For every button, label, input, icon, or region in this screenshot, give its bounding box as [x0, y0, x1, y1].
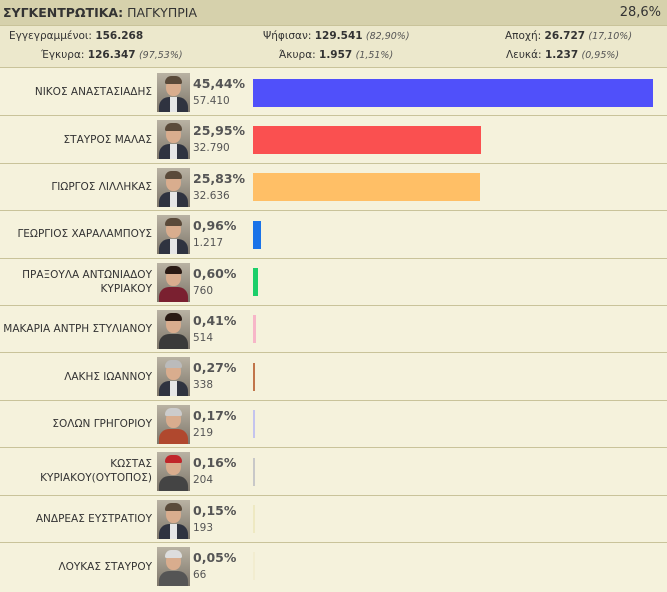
- candidate-row: ΠΡΑΞΟΥΛΑ ΑΝΤΩΝΙΑΔΟΥ ΚΥΡΙΑΚΟΥ 0,60% 760: [0, 258, 667, 306]
- candidate-photo: [157, 309, 190, 349]
- candidate-row: ΣΤΑΥΡΟΣ ΜΑΛΑΣ 25,95% 32.790: [0, 116, 667, 164]
- candidate-percent: 0,60%: [193, 265, 237, 281]
- candidate-votes: 32.790: [193, 142, 230, 155]
- candidate-votes: 193: [193, 521, 214, 534]
- stat-percent: (82,90%): [365, 31, 410, 42]
- stat-value: 1.237: [544, 49, 579, 61]
- candidate-bar: [253, 173, 480, 202]
- candidate-bar: [253, 410, 255, 439]
- candidate-votes: 338: [193, 379, 214, 392]
- candidate-bar: [253, 315, 256, 344]
- stat-percent: (97,53%): [138, 50, 183, 61]
- candidate-row: ΓΕΩΡΓΙΟΣ ΧΑΡΑΛΑΜΠΟΥΣ 0,96% 1.217: [0, 211, 667, 259]
- candidate-name: ΠΡΑΞΟΥΛΑ ΑΝΤΩΝΙΑΔΟΥ ΚΥΡΙΑΚΟΥ: [22, 268, 152, 295]
- candidate-name: ΑΝΔΡΕΑΣ ΕΥΣΤΡΑΤΙΟΥ: [35, 512, 152, 525]
- stat-percent: (0,95%): [581, 50, 620, 61]
- candidate-votes: 204: [193, 474, 214, 487]
- candidate-name: ΓΙΩΡΓΟΣ ΛΙΛΛΗΚΑΣ: [51, 180, 152, 193]
- stat-percent: (1,51%): [355, 50, 394, 61]
- candidate-bar: [253, 268, 258, 297]
- turnout-stats: Εγγεγραμμένοι: 156.268 Ψήφισαν: 129.541 …: [0, 26, 667, 68]
- candidate-photo: [157, 404, 190, 444]
- stat-label: Έγκυρα:: [41, 49, 85, 61]
- candidate-name: ΚΩΣΤΑΣ ΚΥΡΙΑΚΟΥ(ΟΥΤΟΠΟΣ): [40, 458, 152, 485]
- candidate-name: ΓΕΩΡΓΙΟΣ ΧΑΡΑΛΑΜΠΟΥΣ: [17, 228, 152, 241]
- candidate-photo: [157, 357, 190, 397]
- candidate-votes: 57.410: [193, 95, 230, 107]
- stat-label: Εγγεγραμμένοι:: [9, 30, 92, 42]
- candidate-row: ΛΑΚΗΣ ΙΩΑΝΝΟΥ 0,27% 338: [0, 353, 667, 401]
- candidate-photo: [157, 546, 190, 586]
- candidate-votes: 1.217: [193, 237, 224, 250]
- stat-value: 1.957: [319, 49, 353, 61]
- candidate-name: ΣΤΑΥΡΟΣ ΜΑΛΑΣ: [63, 133, 152, 146]
- header-title-region: ΠΑΓΚΥΠΡΙΑ: [123, 5, 197, 20]
- candidate-bar: [253, 78, 653, 107]
- candidate-row: ΜΑΚΑΡΙΑ ΑΝΤΡΗ ΣΤΥΛΙΑΝΟΥ 0,41% 514: [0, 305, 667, 354]
- counted-percent: 28,6%: [619, 5, 661, 20]
- candidate-name: ΝΙΚΟΣ ΑΝΑΣΤΑΣΙΑΔΗΣ: [34, 86, 152, 99]
- candidate-votes: 219: [193, 426, 214, 439]
- candidate-name: ΛΟΥΚΑΣ ΣΤΑΥΡΟΥ: [58, 560, 152, 573]
- stat-value: 126.347: [87, 49, 136, 61]
- stat-value: 129.541: [314, 30, 363, 42]
- candidate-percent: 0,27%: [193, 360, 237, 376]
- candidate-name: ΣΟΛΩΝ ΓΡΗΓΟΡΙΟΥ: [52, 417, 152, 430]
- candidate-bar: [253, 505, 255, 534]
- stat-percent: (17,10%): [588, 31, 633, 42]
- stat-abstention: Αποχή: 26.727 (17,10%): [505, 30, 632, 42]
- candidate-votes: 514: [193, 331, 214, 344]
- candidate-votes: 760: [193, 284, 214, 297]
- stat-label: Ψήφισαν:: [263, 30, 312, 42]
- candidate-row: ΚΩΣΤΑΣ ΚΥΡΙΑΚΟΥ(ΟΥΤΟΠΟΣ) 0,16% 204: [0, 448, 667, 496]
- candidate-percent: 0,05%: [193, 549, 237, 565]
- candidate-name: ΛΑΚΗΣ ΙΩΑΝΝΟΥ: [64, 370, 152, 383]
- candidate-photo: [157, 73, 190, 112]
- candidate-photo: [157, 167, 190, 207]
- candidate-photo: [157, 262, 190, 302]
- candidate-row: ΣΟΛΩΝ ΓΡΗΓΟΡΙΟΥ 0,17% 219: [0, 400, 667, 449]
- header-title: ΣΥΓΚΕΝΤΡΩΤΙΚΑ: ΠΑΓΚΥΠΡΙΑ: [3, 5, 197, 20]
- candidate-row: ΑΝΔΡΕΑΣ ΕΥΣΤΡΑΤΙΟΥ 0,15% 193: [0, 495, 667, 543]
- candidate-percent: 0,16%: [193, 455, 237, 471]
- candidate-photo: [157, 120, 190, 160]
- candidate-bar: [253, 552, 255, 581]
- candidate-bar: [253, 362, 255, 391]
- stat-value: 26.727: [544, 30, 586, 42]
- candidate-photo: [157, 499, 190, 539]
- stat-blank: Λευκά: 1.237 (0,95%): [506, 49, 619, 61]
- candidate-percent: 0,41%: [193, 312, 237, 328]
- candidate-photo: [157, 215, 190, 255]
- candidate-list: ΝΙΚΟΣ ΑΝΑΣΤΑΣΙΑΔΗΣ 45,44% 57.410 ΣΤΑΥΡΟΣ…: [0, 69, 667, 591]
- stat-label: Άκυρα:: [279, 49, 316, 61]
- candidate-row: ΛΟΥΚΑΣ ΣΤΑΥΡΟΥ 0,05% 66: [0, 542, 667, 591]
- header-title-bold: ΣΥΓΚΕΝΤΡΩΤΙΚΑ:: [3, 5, 124, 20]
- candidate-row: ΓΙΩΡΓΟΣ ΛΙΛΛΗΚΑΣ 25,83% 32.636: [0, 163, 667, 212]
- candidate-row: ΝΙΚΟΣ ΑΝΑΣΤΑΣΙΑΔΗΣ 45,44% 57.410: [0, 69, 667, 117]
- stat-label: Αποχή:: [505, 30, 542, 42]
- candidate-percent: 25,95%: [193, 123, 246, 139]
- candidate-percent: 0,15%: [193, 502, 237, 518]
- stat-value: 156.268: [95, 30, 144, 42]
- candidate-votes: 66: [193, 568, 207, 581]
- stat-voted: Ψήφισαν: 129.541 (82,90%): [263, 30, 410, 42]
- candidate-bar: [253, 125, 481, 154]
- candidate-photo: [157, 452, 190, 492]
- candidate-bar: [253, 457, 255, 486]
- candidate-bar: [253, 220, 261, 249]
- stat-valid: Έγκυρα: 126.347 (97,53%): [41, 49, 183, 61]
- stat-label: Λευκά:: [506, 49, 542, 61]
- candidate-percent: 0,96%: [193, 218, 237, 234]
- candidate-percent: 0,17%: [193, 407, 237, 423]
- candidate-percent: 25,83%: [193, 170, 246, 186]
- results-header: ΣΥΓΚΕΝΤΡΩΤΙΚΑ: ΠΑΓΚΥΠΡΙΑ 28,6%: [0, 0, 667, 26]
- candidate-percent: 45,44%: [193, 76, 246, 91]
- stat-registered: Εγγεγραμμένοι: 156.268: [9, 30, 143, 42]
- candidate-votes: 32.636: [193, 189, 230, 202]
- stat-invalid: Άκυρα: 1.957 (1,51%): [279, 49, 393, 61]
- candidate-name: ΜΑΚΑΡΙΑ ΑΝΤΡΗ ΣΤΥΛΙΑΝΟΥ: [3, 323, 152, 336]
